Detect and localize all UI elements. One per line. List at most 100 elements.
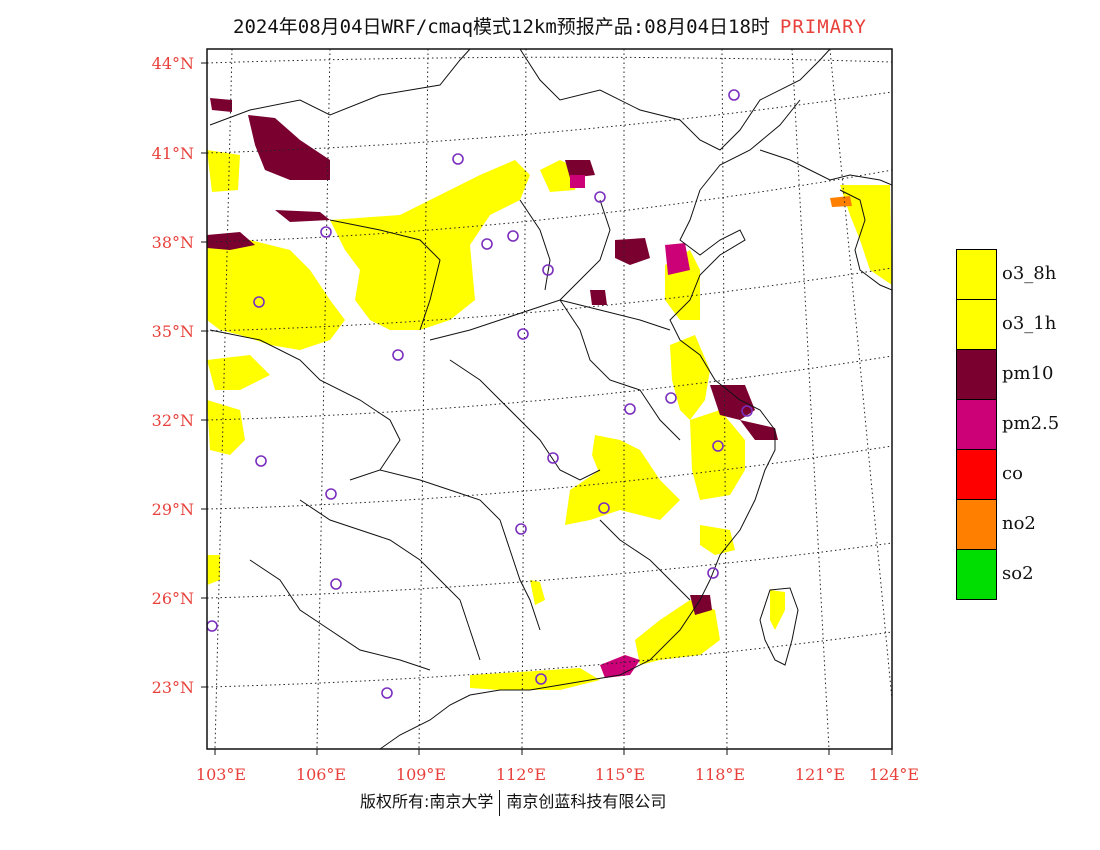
lat-label: 38°N bbox=[152, 233, 194, 252]
parallel-44 bbox=[207, 56, 892, 64]
boundary-province-10 bbox=[559, 199, 611, 301]
pm25-regions bbox=[570, 175, 690, 678]
copyright-footer: 版权所有:南京大学 南京创蓝科技有限公司 bbox=[360, 788, 666, 816]
parallel-35 bbox=[207, 267, 892, 332]
legend-swatch bbox=[956, 549, 997, 600]
o3-region-yunnan-edge bbox=[207, 555, 220, 585]
legend-label: no2 bbox=[1002, 513, 1036, 534]
station-marker bbox=[542, 264, 554, 276]
o3-region-sichuan bbox=[207, 400, 245, 455]
legend-label: o3_8h bbox=[1002, 263, 1057, 284]
o3-region-hubei bbox=[592, 435, 625, 475]
graticule bbox=[207, 49, 892, 749]
boundary-province-4 bbox=[449, 359, 601, 481]
boundary-inner-mongolia bbox=[519, 49, 831, 151]
station-marker bbox=[517, 328, 529, 340]
lat-label: 41°N bbox=[152, 144, 194, 163]
legend-label: pm10 bbox=[1002, 363, 1054, 384]
coastline-bohai bbox=[379, 189, 776, 749]
lat-label: 26°N bbox=[152, 589, 194, 608]
lon-label: 109°E bbox=[396, 765, 446, 784]
o3-region-taiwan bbox=[770, 590, 785, 630]
station-marker bbox=[728, 89, 740, 101]
station-marker bbox=[452, 153, 464, 165]
footer-left: 版权所有:南京大学 bbox=[360, 792, 494, 811]
meridian-121 bbox=[791, 49, 830, 749]
legend-swatch bbox=[956, 499, 997, 550]
boundary-province-5 bbox=[379, 469, 541, 631]
lat-label: 32°N bbox=[152, 411, 194, 430]
boundary-province-1 bbox=[329, 219, 441, 331]
lon-labels: 103°E 106°E 109°E 112°E 115°E 118°E 121°… bbox=[196, 765, 919, 784]
boundary-taiwan bbox=[759, 587, 799, 666]
lat-labels: 44°N 41°N 38°N 35°N 32°N 29°N 26°N 23°N bbox=[152, 54, 194, 697]
boundary-province-7 bbox=[249, 559, 431, 671]
lon-label: 121°E bbox=[795, 765, 845, 784]
legend-label: co bbox=[1002, 463, 1023, 484]
station-marker bbox=[481, 238, 493, 250]
o3-region-sw-strip bbox=[207, 355, 270, 390]
boundary-north-korea bbox=[759, 149, 892, 186]
o3-region-west bbox=[207, 240, 345, 350]
station-marker bbox=[515, 523, 527, 535]
lat-label: 35°N bbox=[152, 322, 194, 341]
parallel-38 bbox=[207, 169, 892, 243]
legend-label: pm2.5 bbox=[1002, 413, 1060, 434]
station-marker bbox=[594, 191, 606, 203]
boundaries bbox=[209, 49, 892, 749]
o3-region-nw bbox=[207, 150, 240, 192]
station-marker bbox=[712, 440, 724, 452]
station-marker bbox=[624, 403, 636, 415]
station-marker bbox=[320, 226, 332, 238]
pm10-region-hexi bbox=[207, 232, 255, 250]
no2-regions bbox=[830, 196, 852, 207]
boundary-province-2 bbox=[209, 329, 401, 481]
legend-swatch bbox=[956, 299, 997, 350]
boundary-province-8 bbox=[559, 299, 681, 441]
title-primary-tag: PRIMARY bbox=[779, 16, 867, 38]
parallel-26 bbox=[207, 542, 892, 599]
lon-label: 103°E bbox=[196, 765, 246, 784]
meridian-124 bbox=[829, 49, 892, 701]
boundary-province-6 bbox=[299, 499, 481, 661]
lon-label: 118°E bbox=[695, 765, 745, 784]
lon-label: 115°E bbox=[595, 765, 645, 784]
station-marker bbox=[330, 578, 342, 590]
footer-separator bbox=[499, 789, 501, 816]
pm25-region-beijing bbox=[570, 175, 585, 188]
o3-region-anhui bbox=[690, 410, 745, 500]
lon-label: 124°E bbox=[869, 765, 919, 784]
boundary-northeast bbox=[699, 99, 801, 191]
legend-swatch bbox=[956, 399, 997, 450]
map-content bbox=[207, 49, 892, 749]
legend-swatch bbox=[956, 349, 997, 400]
pm10-region-mongolia bbox=[248, 115, 330, 180]
o3-region-guangxi bbox=[470, 668, 600, 690]
o3-region-north-central bbox=[330, 160, 530, 330]
boundary-province-3 bbox=[429, 299, 671, 341]
parallel-41 bbox=[207, 91, 892, 154]
pm10-region-beijing bbox=[565, 160, 595, 178]
legend-swatch bbox=[956, 449, 997, 500]
title-main: 2024年08月04日WRF/cmaq模式12km预报产品:08月04日18时 bbox=[233, 16, 770, 38]
coastline-korea bbox=[839, 189, 892, 291]
legend-swatch bbox=[956, 249, 997, 300]
station-marker bbox=[535, 673, 547, 685]
o3-region-fujian bbox=[700, 525, 735, 555]
o3-region-hunan bbox=[530, 580, 545, 605]
lat-label: 44°N bbox=[152, 54, 194, 73]
pm10-region-nw-spot bbox=[210, 98, 232, 112]
lat-label: 23°N bbox=[152, 678, 194, 697]
pm25-region-guangdong bbox=[600, 655, 640, 678]
parallel-23 bbox=[207, 631, 892, 688]
station-marker bbox=[507, 230, 519, 242]
axis-ticks bbox=[201, 62, 893, 755]
legend-label: so2 bbox=[1002, 563, 1034, 584]
pm10-region-hebei bbox=[615, 238, 650, 265]
legend-label: o3_1h bbox=[1002, 313, 1057, 334]
o3-region-korea bbox=[840, 185, 892, 285]
lon-label: 112°E bbox=[496, 765, 546, 784]
station-marker bbox=[381, 687, 393, 699]
map-title: 2024年08月04日WRF/cmaq模式12km预报产品:08月04日18时 P… bbox=[0, 12, 1100, 39]
